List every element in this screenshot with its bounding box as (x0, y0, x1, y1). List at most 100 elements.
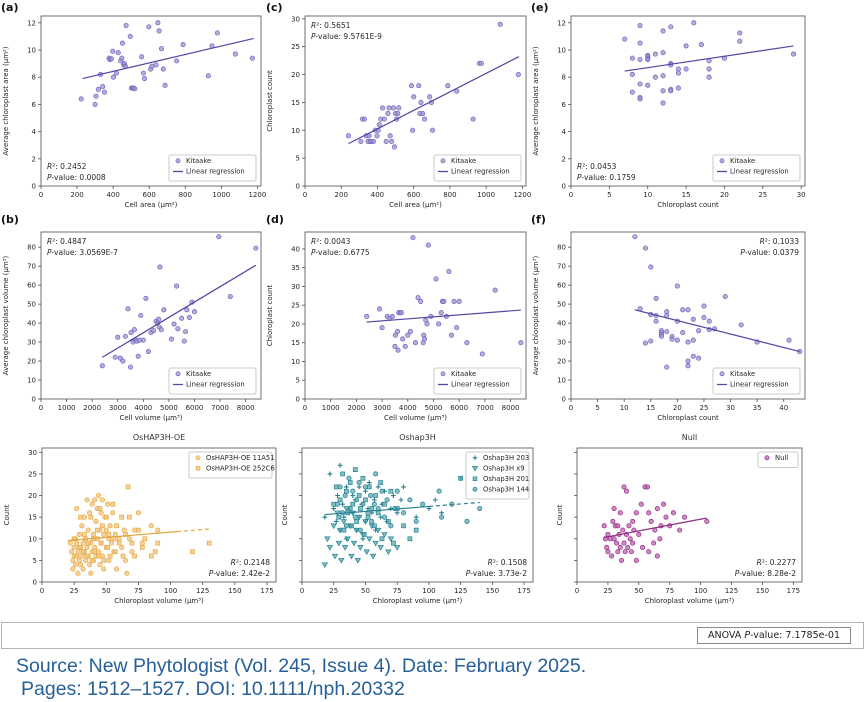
scatter-point (653, 295, 659, 301)
scatter-point (389, 313, 395, 319)
y-tick-label: 40 (27, 320, 36, 328)
scatter-point (458, 475, 464, 481)
y-tick-label: 20 (291, 320, 300, 328)
scatter-point (76, 557, 82, 563)
scatter-point (660, 88, 666, 94)
scatter-point (161, 307, 167, 313)
legend-label: Kitaake (730, 157, 755, 165)
y-axis-label: Count (281, 504, 289, 525)
scatter-point (78, 514, 83, 520)
scatter-point (322, 514, 328, 520)
scatter-point (131, 327, 137, 333)
scatter-point (361, 532, 367, 537)
scatter-point (374, 133, 380, 139)
scatter-point (122, 333, 128, 339)
scatter-point (358, 506, 363, 511)
scatter-point (615, 549, 621, 555)
scatter-point (391, 144, 398, 150)
scatter-point (362, 484, 369, 490)
scatter-point (125, 484, 131, 490)
stats-annotation: R²: 0.1033 P-value: 0.0379 (740, 237, 799, 257)
x-tick-label: 0 (303, 404, 307, 412)
scatter-point (451, 298, 457, 304)
legend: Null (757, 451, 799, 468)
scatter-point (627, 536, 633, 542)
legend: Oshap3H 203 Oshap3H x9 Oshap3H 201 Oshap3H … (465, 451, 530, 500)
x-tick-label: 175 (787, 587, 800, 595)
x-tick-label: 5000 (425, 404, 443, 412)
scatter-point (160, 66, 166, 72)
scatter-point (670, 510, 676, 516)
scatter-point (363, 549, 370, 556)
scatter-point (701, 314, 707, 320)
scatter-point (407, 497, 413, 503)
x-tick-label: 4000 (134, 404, 152, 412)
scatter-point (373, 493, 378, 498)
scatter-point (376, 306, 383, 312)
scatter-point (375, 484, 381, 490)
x-tick-label: 400 (371, 191, 384, 199)
scatter-point (387, 536, 395, 543)
scatter-point (140, 70, 146, 76)
scatter-series (345, 21, 521, 150)
r-squared-text: R²: 0.1033 (760, 237, 800, 246)
scatter-point (76, 531, 82, 538)
scatter-point (324, 536, 331, 543)
y-tick-label: 0 (562, 396, 566, 404)
scatter-point (370, 138, 377, 144)
scatter-point (157, 264, 163, 270)
scatter-point (657, 536, 663, 542)
x-tick-label: 25 (758, 191, 767, 199)
scatter-point (116, 540, 122, 546)
scatter-point (331, 506, 337, 511)
y-tick-label: 8 (562, 74, 566, 82)
x-tick-label: 15 (646, 404, 655, 412)
legend: Kitaake Linear regression (433, 367, 522, 395)
x-tick-label: 100 (694, 587, 707, 595)
x-tick-label: 2000 (83, 404, 101, 412)
scatter-point (410, 235, 416, 241)
figure: 0 200 400 600 800 1000 1200 0 2 4 6 8 10 12 Cell area … (0, 0, 865, 649)
y-tick-label: 35 (291, 264, 300, 272)
scatter-point (372, 540, 379, 547)
scatter-point (664, 364, 670, 370)
scatter-point (101, 531, 107, 538)
x-tick-label: 5 (595, 404, 599, 412)
scatter-point (660, 50, 666, 56)
y-tick-label: 0 (32, 396, 36, 404)
y-axis-label: Chloroplast count (266, 70, 274, 132)
scatter-point (98, 510, 104, 516)
y-tick-label: 20 (291, 71, 300, 79)
y-tick-label: 0 (296, 183, 300, 191)
scatter-point (190, 549, 195, 555)
scatter-point (88, 570, 94, 576)
scatter-point (683, 66, 689, 72)
x-tick-label: 100 (422, 587, 435, 595)
scatter-point (680, 330, 686, 336)
scatter-point (337, 497, 343, 503)
scatter-point (141, 76, 148, 82)
axes: 0 1000 2000 3000 4000 5000 6000 7000 8000 0 5 10 15 2… (266, 231, 527, 422)
y-tick-label: 0 (562, 183, 566, 191)
scatter-point (389, 138, 395, 144)
scatter-point (786, 337, 792, 343)
scatter-point (110, 74, 117, 80)
x-axis-label: Cell volume (μm³) (384, 414, 447, 422)
scatter-point (375, 510, 381, 516)
y-tick-label: 25 (28, 470, 37, 478)
scatter-point (101, 89, 108, 95)
scatter-point (440, 158, 446, 164)
x-tick-label: 6000 (450, 404, 468, 412)
scatter-point (623, 488, 630, 494)
scatter-point (790, 51, 797, 57)
scatter-point (400, 510, 407, 516)
y-tick-label: 5 (33, 557, 37, 565)
regression-line (67, 528, 212, 542)
legend: OsHAP3H-OE 11A51 OsHAP3H-OE 252C6 (188, 451, 275, 479)
scatter-point (191, 309, 198, 315)
chart-row-top: 0 200 400 600 800 1000 1200 0 2 4 6 8 10 12 Cell area … (0, 0, 865, 212)
regression-line (82, 37, 254, 80)
x-tick-label: 75 (665, 587, 674, 595)
scatter-point (336, 527, 344, 534)
scatter-point (174, 58, 180, 64)
